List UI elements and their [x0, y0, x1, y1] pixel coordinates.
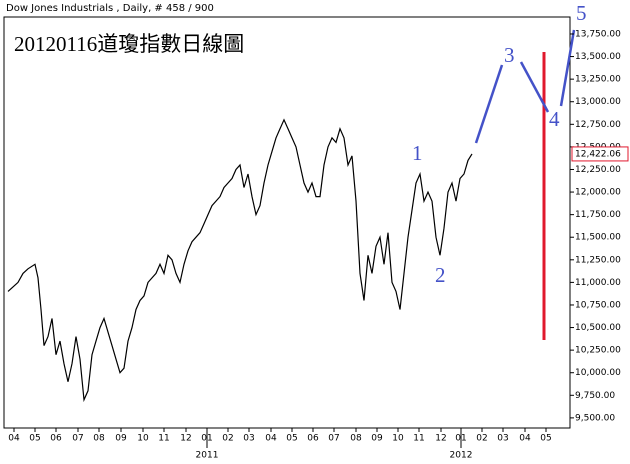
x-tick-label: 03: [497, 434, 508, 444]
x-tick-label: 07: [328, 434, 339, 444]
last-value-label: 12,422.06: [575, 149, 621, 159]
y-tick-label: 12,000.00: [575, 188, 621, 198]
x-tick-label: 06: [50, 434, 62, 444]
y-tick-label: 11,250.00: [575, 255, 621, 265]
year-label: 2012: [450, 451, 473, 461]
wave-label: 3: [504, 43, 515, 67]
x-tick-label: 04: [519, 434, 531, 444]
x-tick-label: 07: [72, 434, 83, 444]
x-tick-label: 10: [137, 434, 149, 444]
y-tick-label: 11,750.00: [575, 210, 621, 220]
x-tick-label: 11: [413, 434, 424, 444]
x-tick-label: 05: [286, 434, 297, 444]
y-tick-label: 13,250.00: [575, 75, 621, 85]
x-tick-label: 02: [222, 434, 233, 444]
y-tick-label: 10,000.00: [575, 368, 621, 378]
header: Dow Jones Industrials , Daily, # 458 / 9…: [6, 3, 214, 14]
x-tick-label: 09: [115, 434, 127, 444]
wave-label: 5: [576, 1, 587, 25]
y-tick-label: 13,750.00: [575, 29, 621, 39]
x-tick-label: 12: [180, 434, 191, 444]
x-tick-label: 06: [307, 434, 319, 444]
y-tick-label: 11,000.00: [575, 278, 621, 288]
y-tick-label: 13,000.00: [575, 97, 621, 107]
x-tick-label: 05: [540, 434, 551, 444]
wave-line: [559, 29, 576, 107]
x-tick-label: 11: [158, 434, 169, 444]
chart-title: 20120116道瓊指數日線圖: [14, 32, 244, 56]
x-tick-label: 12: [435, 434, 446, 444]
y-tick-label: 11,500.00: [575, 233, 621, 243]
plot-frame: [3, 16, 571, 429]
x-tick-label: 08: [350, 434, 362, 444]
wave-label: 2: [435, 263, 446, 287]
y-tick-label: 10,750.00: [575, 300, 621, 310]
y-tick-label: 12,750.00: [575, 120, 621, 130]
wave-line: [474, 64, 504, 144]
x-tick-label: 09: [371, 434, 383, 444]
x-tick-label: 02: [476, 434, 487, 444]
x-tick-label: 05: [29, 434, 40, 444]
wave-line: [519, 61, 550, 113]
y-tick-label: 12,250.00: [575, 165, 621, 175]
y-tick-label: 9,500.00: [575, 413, 615, 423]
x-tick-label: 10: [392, 434, 404, 444]
wave-label: 4: [549, 107, 560, 131]
last-value-box: [571, 146, 629, 162]
x-tick-label: 04: [8, 434, 20, 444]
price-line: [7, 118, 473, 403]
y-tick-label: 9,750.00: [575, 391, 615, 401]
year-label: 2011: [196, 451, 219, 461]
wave-label: 1: [412, 141, 423, 165]
x-tick-label: 03: [243, 434, 254, 444]
y-tick-label: 10,500.00: [575, 323, 621, 333]
y-tick-label: 10,250.00: [575, 346, 621, 356]
x-tick-label: 04: [265, 434, 277, 444]
x-tick-label: 08: [93, 434, 105, 444]
y-tick-label: 13,500.00: [575, 52, 621, 62]
